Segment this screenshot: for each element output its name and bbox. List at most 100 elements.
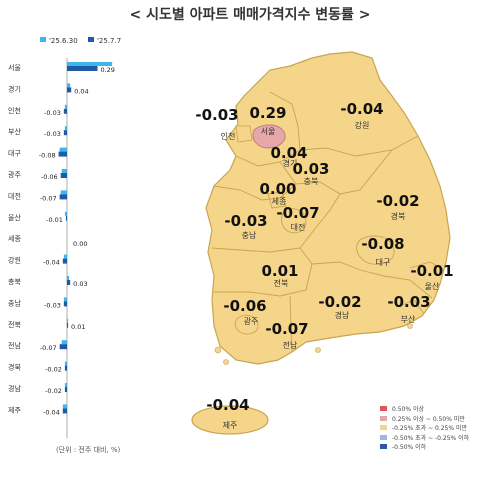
seoul-region [252, 124, 286, 149]
map-region-name: 전북 [274, 278, 289, 288]
bar-this-week [63, 130, 67, 136]
bar-this-week [59, 194, 67, 200]
map-region-name: 부산 [401, 314, 416, 324]
category-label: 광주 [8, 171, 21, 179]
bar-prev-week [61, 169, 67, 173]
bar-prev-week [62, 404, 67, 409]
legend-item: -0.25% 초과 ~ 0.25% 미만 [380, 423, 469, 433]
data-label: -0.03 [44, 130, 61, 138]
map-value-label: -0.08 [361, 235, 404, 253]
border-gangwon [299, 135, 419, 157]
map-legend: 0.50% 이상 0.25% 이상 ~ 0.50% 미만 -0.25% 초과 ~ 0… [380, 404, 469, 452]
bar-this-week [63, 301, 67, 307]
map-region-name: 충북 [304, 177, 319, 186]
map-value-label: -0.07 [265, 320, 308, 338]
category-label: 경기 [8, 84, 21, 93]
bar-prev-week [60, 190, 67, 195]
map-region-name: 전남 [283, 340, 298, 350]
category-label: 충북 [8, 277, 21, 286]
legend-label: 0.50% 이상 [392, 406, 425, 414]
map-region-name: 충남 [242, 231, 257, 240]
chart-title: < 시도별 아파트 매매가격지수 변동률 > [129, 7, 371, 23]
category-label: 서울 [8, 63, 21, 72]
bar-this-week [58, 151, 67, 157]
bar-this-week [64, 387, 67, 392]
legend-label: -0.25% 초과 ~ 0.25% 미만 [392, 425, 468, 433]
data-label: -0.03 [44, 109, 61, 117]
data-label: -0.03 [44, 301, 61, 309]
series-legend: '25.6.30 '25.7.7 [40, 37, 121, 45]
bar-prev-week [67, 318, 69, 323]
bar-this-week [63, 108, 67, 114]
category-label: 대전 [8, 191, 21, 200]
map-value-label: -0.01 [410, 262, 453, 280]
bar-prev-week [64, 126, 67, 131]
legend-swatch-prev [40, 37, 46, 42]
category-label: 울산 [8, 213, 21, 222]
bar-prev-week [64, 211, 67, 216]
category-label: 강원 [8, 256, 21, 265]
legend-swatch-this [88, 37, 94, 42]
island [214, 346, 222, 354]
legend-item: -0.50% 초과 ~ -0.25% 이하 [380, 433, 469, 443]
map-value-label: 0.04 [270, 144, 307, 162]
category-label: 경북 [8, 363, 21, 372]
bar-prev-week [67, 83, 71, 88]
data-label: -0.08 [39, 152, 56, 160]
data-label: -0.04 [43, 408, 60, 416]
legend-item: -0.50% 이하 [380, 442, 469, 452]
map-region-name: 서울 [261, 127, 276, 136]
bar-this-week [62, 258, 67, 264]
map-value-label: -0.03 [224, 212, 267, 230]
legend-label-this: '25.7.7 [97, 37, 121, 45]
map-value-label: -0.02 [376, 192, 419, 210]
map-value-label: -0.04 [340, 100, 383, 118]
category-label: 충남 [8, 298, 21, 307]
legend-swatch [380, 434, 387, 440]
map-region-name: 세종 [272, 197, 287, 206]
unit-note: (단위 : 전주 대비, %) [56, 446, 121, 454]
bar-prev-week [67, 62, 113, 66]
legend-item: 0.25% 이상 ~ 0.50% 미만 [380, 414, 469, 424]
border-gwangju [234, 314, 259, 335]
category-label: 부산 [8, 127, 21, 136]
bar-this-week [59, 344, 67, 350]
bar-prev-week [63, 297, 67, 302]
map-value-label: -0.03 [195, 106, 238, 124]
island [407, 323, 413, 329]
bar-prev-week [64, 361, 67, 366]
bar-this-week [65, 215, 67, 221]
incheon-region [235, 125, 253, 143]
map-value-label: 0.29 [249, 104, 286, 122]
border-jeonnam [289, 295, 293, 353]
map-value-label: -0.02 [318, 293, 361, 311]
bar-prev-week [61, 340, 67, 345]
map-region-name: 인천 [221, 131, 236, 141]
data-label: 0.29 [100, 66, 114, 74]
border-ulsan [409, 261, 445, 271]
map-region-name: 대전 [291, 222, 306, 232]
bar-prev-week [64, 383, 67, 387]
data-label: -0.06 [41, 173, 58, 181]
legend-label: -0.50% 초과 ~ -0.25% 이하 [392, 434, 470, 442]
legend-label: -0.50% 이하 [392, 444, 427, 452]
map-region-name: 제주 [223, 421, 238, 430]
legend-label: 0.25% 이상 ~ 0.50% 미만 [392, 415, 465, 423]
map-value-label: -0.04 [206, 396, 249, 414]
island [315, 347, 321, 353]
data-label: -0.01 [46, 216, 63, 224]
map-value-label: 0.00 [259, 180, 296, 198]
border-gyeongbuk [339, 149, 393, 195]
border-sejong [267, 191, 287, 209]
legend-swatch [380, 415, 387, 421]
border-chungnam [213, 183, 297, 201]
legend-label-prev: '25.6.30 [49, 37, 78, 45]
map-region-name: 울산 [425, 281, 440, 291]
bar-this-week [62, 408, 67, 414]
data-label: 0.04 [74, 87, 88, 95]
bar-this-week [67, 87, 72, 93]
data-label: 0.00 [73, 240, 87, 248]
map-value-label: -0.03 [387, 293, 430, 311]
legend-swatch [380, 425, 387, 431]
